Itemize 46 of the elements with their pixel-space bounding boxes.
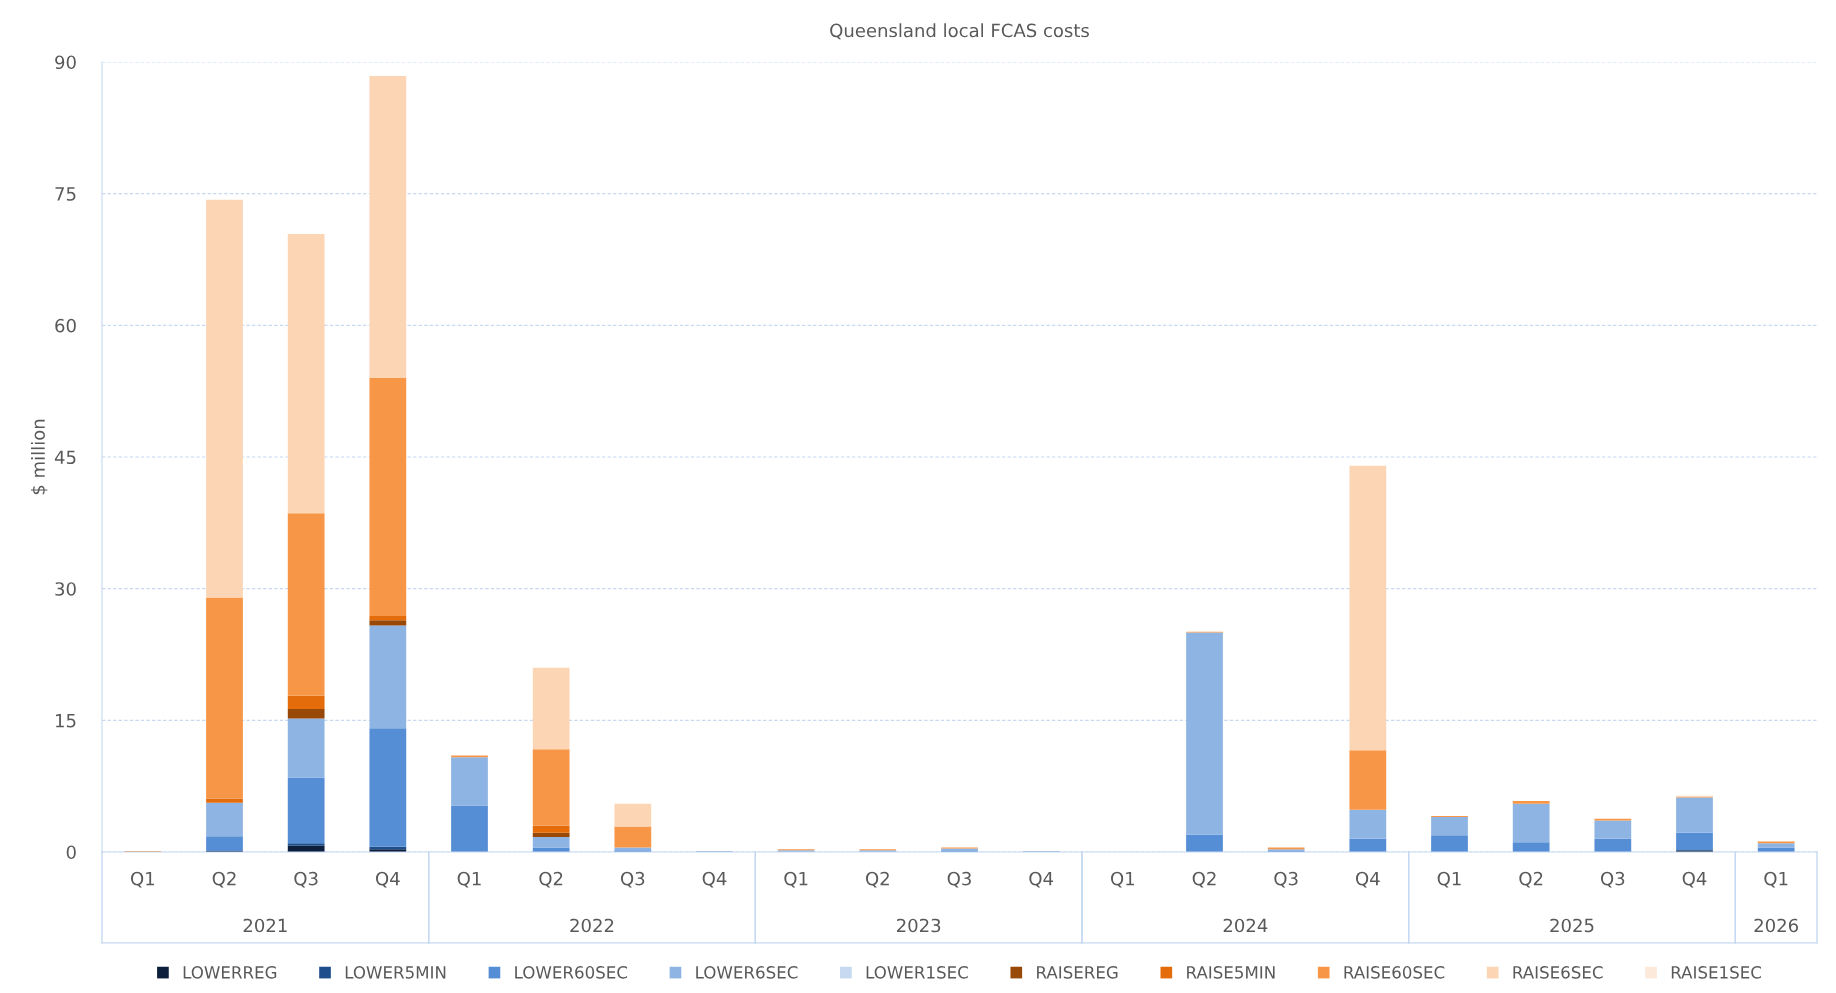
legend-label: RAISE5MIN	[1187, 966, 1275, 979]
y-tick-label: 0	[66, 845, 76, 860]
x-tick-label: Q3	[621, 871, 645, 888]
x-tick-label: Q3	[294, 871, 318, 888]
x-tick-label: Q4	[1356, 871, 1380, 888]
x-tick-label: Q2	[1519, 871, 1543, 888]
legend-label: LOWER5MIN	[345, 966, 446, 979]
x-tick-label: Q4	[1029, 871, 1053, 888]
x-tick-label: Q1	[457, 871, 481, 888]
text: 2023	[897, 918, 941, 933]
text: 2025	[1550, 918, 1594, 933]
y-tick-label: 15	[56, 714, 76, 728]
text: 2021	[243, 918, 287, 933]
x-tick-label: Q3	[1601, 871, 1625, 888]
text: 2024	[1223, 918, 1268, 933]
x-tick-label: Q2	[1192, 871, 1216, 888]
legend-label: LOWER6SEC	[696, 966, 798, 979]
chart-title: Queensland local FCAS costs	[830, 23, 1089, 40]
x-tick-label: Q2	[212, 871, 236, 888]
x-tick-label: Q1	[1764, 871, 1788, 888]
legend-label: RAISEREG	[1037, 966, 1118, 979]
legend-label: LOWER1SEC	[866, 966, 968, 979]
legend-label: LOWERREG	[183, 966, 277, 979]
y-tick-label: 75	[55, 187, 76, 201]
x-tick-label: Q2	[539, 871, 563, 888]
legend-label: RAISE60SEC	[1344, 966, 1445, 979]
x-tick-label: Q2	[866, 871, 889, 888]
x-tick-label: Q1	[1111, 871, 1135, 888]
text: 2022	[570, 918, 614, 933]
x-tick-label: Q3	[1274, 871, 1298, 888]
x-tick-label: Q1	[131, 871, 155, 888]
x-tick-label: Q4	[1682, 871, 1707, 888]
y-tick-label: 60	[55, 318, 76, 333]
x-tick-label: Q4	[702, 871, 727, 888]
x-tick-label: Q4	[376, 871, 400, 888]
x-tick-label: Q3	[947, 871, 971, 888]
text: 2026	[1754, 918, 1798, 933]
legend-label: LOWER60SEC	[515, 966, 628, 979]
y-tick-label: 90	[55, 55, 76, 70]
x-tick-label: Q1	[1437, 871, 1461, 888]
y-axis-title: $ million	[30, 419, 48, 495]
y-tick-label: 45	[54, 450, 76, 465]
legend-label: RAISE1SEC	[1671, 966, 1761, 979]
legend-label: RAISE6SEC	[1513, 966, 1603, 979]
y-tick-label: 30	[55, 582, 76, 596]
x-tick-label: Q1	[784, 871, 808, 888]
